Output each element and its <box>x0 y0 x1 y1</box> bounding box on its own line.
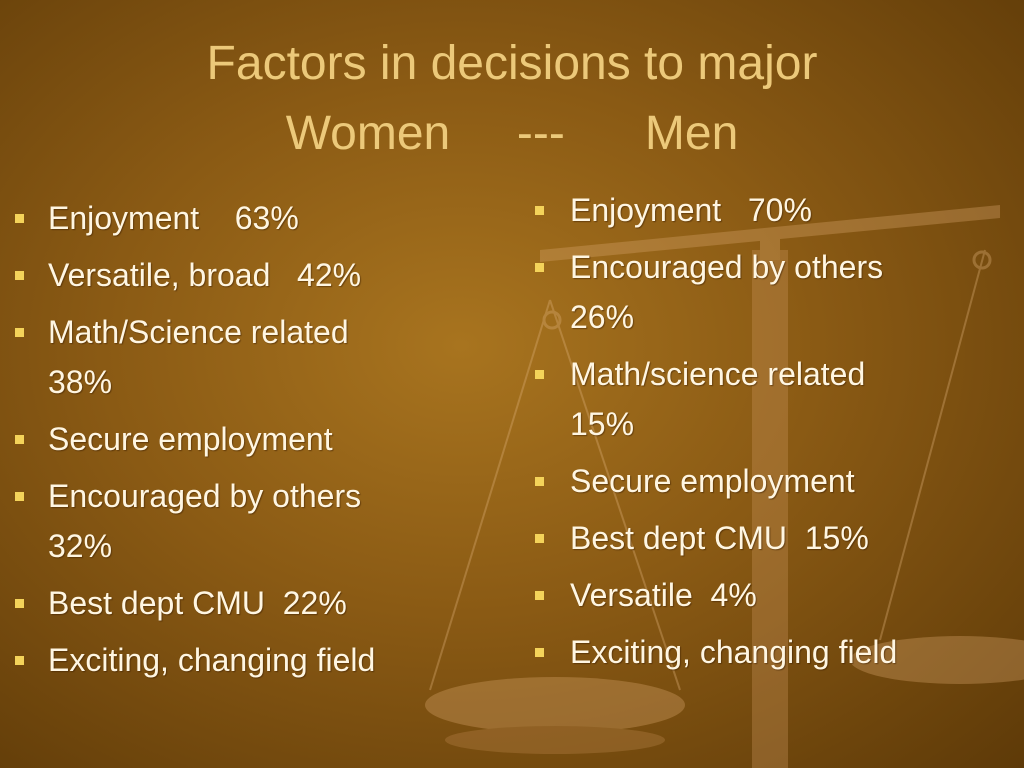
list-item-text: 26% <box>570 299 635 335</box>
list-item-text: Versatile, broad 42% <box>48 257 362 293</box>
list-item-text: Secure employment <box>570 463 855 499</box>
list-item-text: Math/Science related <box>48 314 349 350</box>
bullet <box>535 648 544 657</box>
list-item-text: Exciting, changing field <box>570 634 898 670</box>
bullet <box>535 534 544 543</box>
bullet <box>15 656 24 665</box>
bullet <box>15 435 24 444</box>
bullet <box>15 271 24 280</box>
list-item-text: Math/science related <box>570 356 866 392</box>
list-item-text: Enjoyment 63% <box>48 200 299 236</box>
list-item-text: Encouraged by others <box>48 478 362 514</box>
list-item-text: 32% <box>48 528 113 564</box>
list-item-text: Best dept CMU 15% <box>570 520 869 556</box>
list-item-text: 15% <box>570 406 635 442</box>
bullet <box>15 214 24 223</box>
bullet <box>15 599 24 608</box>
list-item-text: Secure employment <box>48 421 333 457</box>
list-item-text: Enjoyment 70% <box>570 192 812 228</box>
list-item-text: Exciting, changing field <box>48 642 376 678</box>
bullet <box>535 263 544 272</box>
bullet <box>15 328 24 337</box>
title-line: Factors in decisions to major <box>206 37 818 90</box>
title-line: Women --- Men <box>285 107 739 160</box>
list-item-text: Versatile 4% <box>570 577 757 613</box>
bullet <box>535 477 544 486</box>
bullet <box>535 370 544 379</box>
bullet <box>535 206 544 215</box>
list-item-text: Encouraged by others <box>570 249 884 285</box>
bullet <box>535 591 544 600</box>
list-item-text: Best dept CMU 22% <box>48 585 347 621</box>
list-item-text: 38% <box>48 364 113 400</box>
bullet <box>15 492 24 501</box>
